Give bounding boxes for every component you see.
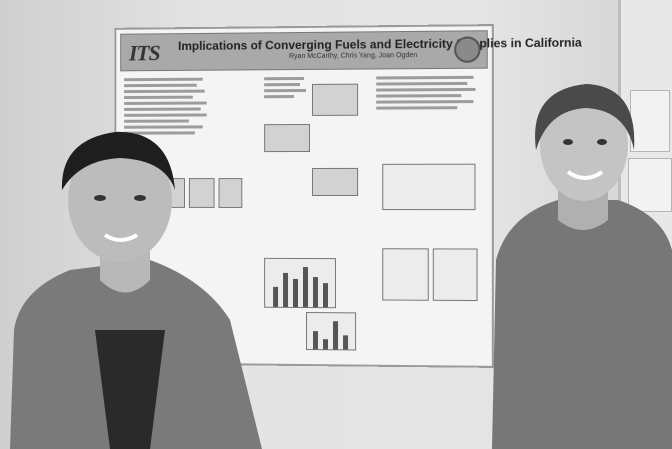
its-logo: ITS: [129, 40, 160, 66]
right-person: [492, 84, 672, 449]
chart-thumbnail: [311, 83, 359, 116]
university-seal-icon: [454, 36, 481, 63]
chart-thumbnail: [311, 167, 359, 196]
poster-title: Implications of Converging Fuels and Ele…: [178, 35, 582, 54]
poster-authors: Ryan McCarthy, Chris Yang, Joan Ogden: [289, 52, 418, 61]
left-person: [10, 131, 262, 449]
wall-flyer: [628, 158, 672, 212]
table-thumbnail: [432, 248, 478, 302]
scatter-chart: [382, 248, 429, 301]
bar-chart: [305, 312, 357, 351]
poster-column-3: [376, 73, 477, 113]
poster-header: ITS Implications of Converging Fuels and…: [120, 30, 582, 72]
line-chart: [382, 163, 476, 211]
wall-flyer: [630, 90, 670, 152]
